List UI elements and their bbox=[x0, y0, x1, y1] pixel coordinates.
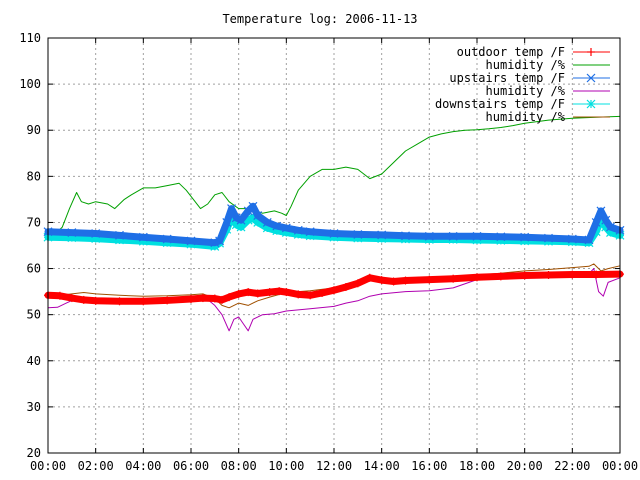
series-markers bbox=[43, 201, 625, 248]
legend-item: outdoor temp /F bbox=[457, 45, 610, 59]
y-tick-label: 80 bbox=[27, 169, 41, 183]
y-tick-label: 100 bbox=[19, 77, 41, 91]
y-tick-label: 110 bbox=[19, 31, 41, 45]
series-1 bbox=[47, 115, 621, 235]
legend-item: humidity /% bbox=[486, 84, 610, 98]
y-tick-label: 30 bbox=[27, 400, 41, 414]
legend-label: outdoor temp /F bbox=[457, 45, 565, 59]
legend-label: humidity /% bbox=[486, 110, 566, 124]
x-tick-label: 02:00 bbox=[78, 459, 114, 473]
grid-lines bbox=[47, 37, 621, 454]
x-tick-label: 00:00 bbox=[30, 459, 66, 473]
legend-label: upstairs temp /F bbox=[449, 71, 565, 85]
legend-label: humidity /% bbox=[486, 84, 566, 98]
y-tick-label: 40 bbox=[27, 354, 41, 368]
x-tick-label: 12:00 bbox=[316, 459, 352, 473]
series-2 bbox=[43, 201, 625, 248]
series-line bbox=[44, 202, 624, 247]
x-tick-label: 06:00 bbox=[173, 459, 209, 473]
y-tick-label: 60 bbox=[27, 262, 41, 276]
series-line bbox=[47, 263, 621, 309]
legend-item: humidity /% bbox=[486, 110, 610, 124]
legend-item: humidity /% bbox=[486, 58, 610, 72]
legend-label: humidity /% bbox=[486, 58, 566, 72]
y-tick-label: 70 bbox=[27, 215, 41, 229]
series-5 bbox=[47, 263, 621, 309]
x-tick-label: 04:00 bbox=[125, 459, 161, 473]
axis-ticks: 00:00 02:00 04:00 06:00 08:00 10:00 12:00 14:00… bbox=[19, 31, 638, 473]
y-tick-label: 50 bbox=[27, 308, 41, 322]
x-tick-label: 00:00 bbox=[602, 459, 638, 473]
x-tick-label: 16:00 bbox=[411, 459, 447, 473]
x-tick-label: 14:00 bbox=[364, 459, 400, 473]
x-tick-label: 08:00 bbox=[221, 459, 257, 473]
series-line bbox=[47, 115, 621, 235]
chart-title: Temperature log: 2006-11-13 bbox=[222, 12, 417, 26]
x-tick-label: 20:00 bbox=[507, 459, 543, 473]
y-tick-label: 20 bbox=[27, 446, 41, 460]
legend-label: downstairs temp /F bbox=[435, 97, 565, 111]
x-tick-label: 10:00 bbox=[268, 459, 304, 473]
y-tick-label: 90 bbox=[27, 123, 41, 137]
x-tick-label: 18:00 bbox=[459, 459, 495, 473]
legend-item: upstairs temp /F bbox=[449, 71, 610, 85]
legend-item: downstairs temp /F bbox=[435, 97, 610, 111]
x-tick-label: 22:00 bbox=[554, 459, 590, 473]
